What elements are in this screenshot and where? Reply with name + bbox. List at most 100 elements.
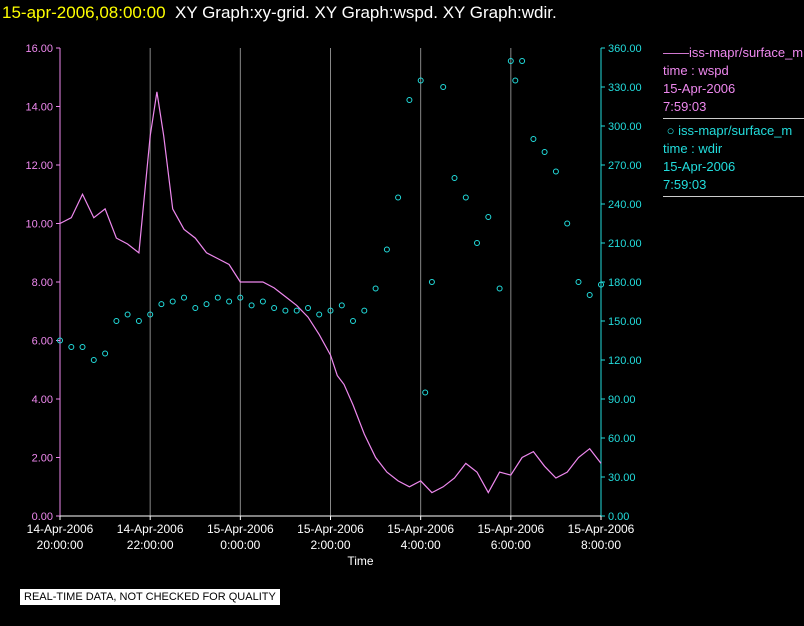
x-tick-time: 6:00:00 (491, 538, 531, 552)
x-tick-date: 15-Apr-2006 (477, 522, 544, 536)
legend-series-name: time : wspd (663, 63, 729, 78)
legend-circle-marker: ○ (666, 123, 675, 138)
legend-time: 7:59:03 (663, 177, 707, 192)
right-tick-label: 210.00 (608, 238, 642, 250)
wdir-point (147, 311, 154, 318)
right-tick-label: 180.00 (608, 277, 642, 289)
wdir-point (57, 337, 63, 344)
legend-source: iss-mapr/surface_m (689, 45, 804, 60)
x-tick-date: 15-Apr-2006 (297, 522, 364, 536)
wdir-point (124, 311, 131, 318)
wdir-point (102, 350, 109, 357)
wdir-point (395, 194, 402, 201)
wdir-point (158, 301, 165, 308)
wdir-point (327, 307, 334, 314)
wdir-point (552, 168, 559, 175)
legend: ——iss-mapr/surface_m time : wspd 15-Apr-… (663, 44, 804, 200)
header: 15-apr-2006,08:00:00 XY Graph:xy-grid. X… (2, 0, 557, 26)
x-tick-date: 15-Apr-2006 (207, 522, 274, 536)
right-tick-label: 150.00 (608, 316, 642, 328)
header-graph-names: XY Graph:xy-grid. XY Graph:wspd. XY Grap… (174, 3, 557, 22)
wdir-point (135, 318, 142, 324)
wdir-point (350, 318, 356, 324)
wdir-point (203, 301, 210, 308)
legend-time: 7:59:03 (663, 99, 707, 114)
wdir-point (512, 77, 519, 84)
left-tick-label: 8.00 (32, 277, 53, 289)
x-axis-label: Time (347, 554, 374, 568)
grid-lines (59, 48, 602, 516)
wdir-point (169, 298, 176, 305)
wdir-point (541, 149, 548, 155)
right-tick-label: 300.00 (608, 121, 642, 133)
x-tick-time: 8:00:00 (581, 538, 621, 552)
right-tick-label: 120.00 (608, 355, 642, 367)
x-tick-date: 15-Apr-2006 (387, 522, 454, 536)
wdir-point (496, 285, 503, 292)
wdir-point (79, 344, 86, 350)
right-tick-label: 90.00 (608, 394, 636, 406)
right-tick-label: 60.00 (608, 433, 636, 445)
wdir-point (507, 58, 514, 64)
right-tick-label: 0.00 (608, 511, 629, 523)
wdir-point (90, 357, 97, 363)
wdir-point (338, 302, 345, 309)
left-tick-label: 6.00 (32, 336, 53, 348)
wdir-point (68, 344, 75, 350)
wdir-point (422, 389, 429, 396)
wdir-point (575, 279, 582, 285)
wdir-point (113, 318, 120, 324)
wdir-point (440, 84, 447, 90)
wdir-point (181, 294, 187, 301)
wdir-point (271, 305, 278, 311)
wdir-point (428, 279, 435, 285)
left-tick-label: 2.00 (32, 453, 53, 465)
legend-entry-wdir: ○ iss-mapr/surface_m time : wdir 15-Apr-… (663, 122, 804, 197)
quality-notice: REAL-TIME DATA, NOT CHECKED FOR QUALITY (20, 589, 280, 605)
header-timestamp: 15-apr-2006,08:00:00 (2, 3, 166, 22)
left-tick-label: 14.00 (25, 102, 53, 114)
legend-entry-wspd: ——iss-mapr/surface_m time : wspd 15-Apr-… (663, 44, 804, 119)
wdir-point (316, 311, 323, 318)
legend-source: iss-mapr/surface_m (678, 123, 793, 138)
wdir-point (485, 214, 492, 220)
wdir-point (259, 298, 266, 305)
legend-date: 15-Apr-2006 (663, 81, 736, 96)
left-tick-label: 10.00 (25, 219, 53, 231)
left-tick-label: 4.00 (32, 394, 53, 406)
wdir-point (305, 305, 311, 311)
wdir-point (248, 302, 255, 309)
left-tick-label: 0.00 (32, 511, 53, 523)
x-tick-time: 20:00:00 (37, 538, 84, 552)
x-tick-time: 22:00:00 (127, 538, 174, 552)
wdir-point (282, 307, 289, 314)
wdir-point (293, 307, 300, 314)
x-tick-time: 4:00:00 (401, 538, 441, 552)
wdir-point (383, 246, 390, 253)
wdir-point (372, 285, 379, 292)
wdir-point (474, 240, 480, 246)
x-tick-date: 15-Apr-2006 (568, 522, 635, 536)
wdir-point (361, 307, 368, 314)
x-tick-time: 2:00:00 (310, 538, 350, 552)
right-tick-label: 360.00 (608, 43, 642, 55)
wdir-point (564, 220, 571, 227)
wdir-point (226, 298, 233, 305)
wdir-point (192, 305, 199, 311)
left-tick-label: 12.00 (25, 160, 53, 172)
right-tick-label: 30.00 (608, 472, 636, 484)
legend-line-marker: —— (663, 45, 689, 60)
legend-series-name: time : wdir (663, 141, 723, 156)
wdir-point (598, 281, 604, 288)
x-tick-time: 0:00:00 (220, 538, 260, 552)
x-tick-date: 14-Apr-2006 (117, 522, 184, 536)
x-tick-date: 14-Apr-2006 (27, 522, 94, 536)
right-tick-label: 330.00 (608, 82, 642, 94)
wdir-point (214, 294, 221, 301)
wdir-point (519, 58, 526, 64)
right-tick-label: 270.00 (608, 160, 642, 172)
wdir-point (406, 97, 413, 103)
left-tick-label: 16.00 (25, 43, 53, 55)
right-tick-label: 240.00 (608, 199, 642, 211)
